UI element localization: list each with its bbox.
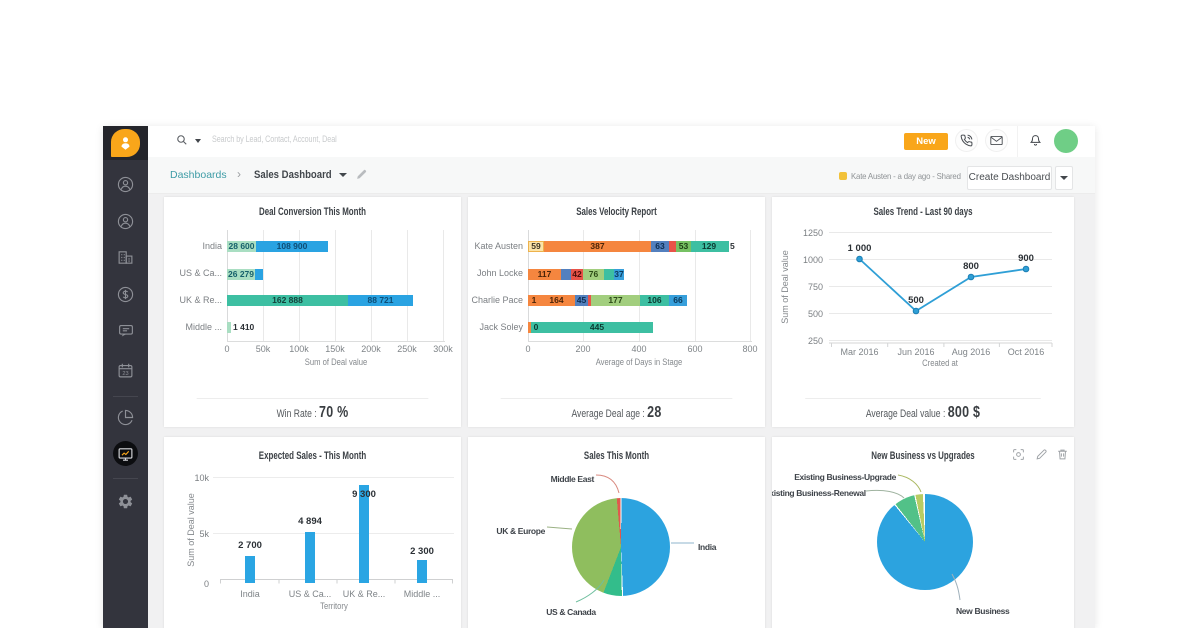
- svg-text:23: 23: [122, 371, 128, 377]
